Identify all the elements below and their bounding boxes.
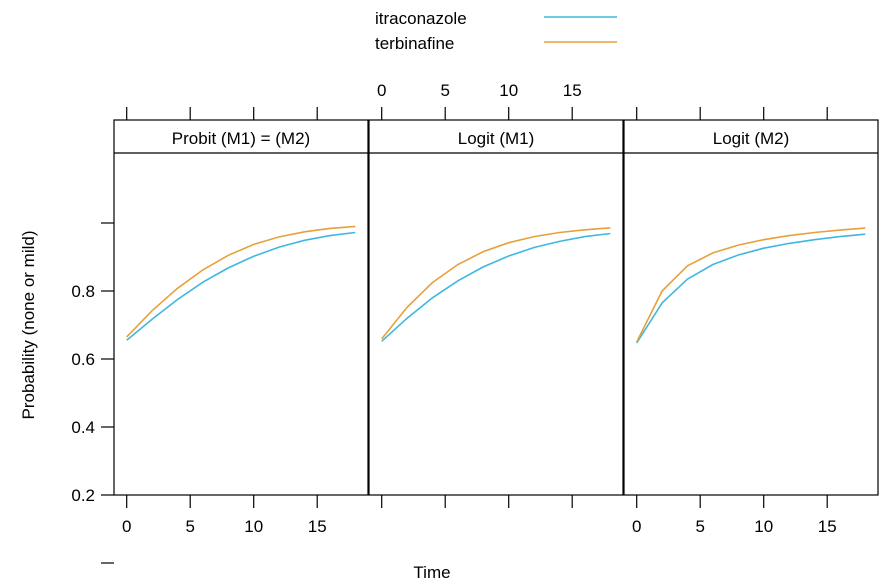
legend-label-terbinafine: terbinafine: [375, 34, 454, 53]
x-tick-label-bottom-15-panel-1: 15: [308, 517, 327, 536]
y-tick-label-0.6: 0.6: [71, 350, 95, 369]
line-terbinafine-panel-2: [381, 227, 611, 340]
y-axis-title: Probability (none or mild): [19, 231, 38, 420]
x-tick-label-bottom-10-panel-3: 10: [754, 517, 773, 536]
panel-frame-2: [368, 119, 624, 496]
x-tick-label-top-0: 0: [377, 81, 386, 100]
x-tick-label-bottom-5-panel-1: 5: [185, 517, 194, 536]
x-axis-title: Time: [413, 563, 450, 582]
y-tick-label-0.8: 0.8: [71, 282, 95, 301]
x-tick-label-bottom-10-panel-1: 10: [244, 517, 263, 536]
line-itraconazole-panel-1: [126, 231, 356, 341]
panel-frame-1: [113, 119, 369, 496]
y-tick-label-0.2: 0.2: [71, 486, 95, 505]
line-terbinafine-panel-1: [126, 225, 356, 338]
panel-title-3: Logit (M2): [713, 129, 790, 148]
panel-title-1: Probit (M1) = (M2): [172, 129, 310, 148]
line-terbinafine-panel-3: [635, 227, 866, 343]
panel-frame-3: [623, 119, 879, 496]
x-tick-label-bottom-0-panel-3: 0: [632, 517, 641, 536]
x-tick-label-bottom-15-panel-3: 15: [818, 517, 837, 536]
x-tick-label-top-5: 5: [440, 81, 449, 100]
line-itraconazole-panel-3: [636, 233, 866, 344]
legend-label-itraconazole: itraconazole: [375, 9, 467, 28]
panels: Probit (M1) = (M2) Logit (M1) Logit (M2) 0.…: [71, 81, 879, 564]
x-tick-label-top-15: 15: [563, 81, 582, 100]
x-tick-label-top-10: 10: [499, 81, 518, 100]
x-tick-label-bottom-5-panel-3: 5: [695, 517, 704, 536]
x-tick-label-bottom-0-panel-1: 0: [122, 517, 131, 536]
line-itraconazole-panel-2: [381, 232, 611, 342]
panel-title-2: Logit (M1): [458, 129, 535, 148]
y-tick-label-0.4: 0.4: [71, 418, 95, 437]
legend: itraconazole terbinafine: [375, 9, 617, 53]
